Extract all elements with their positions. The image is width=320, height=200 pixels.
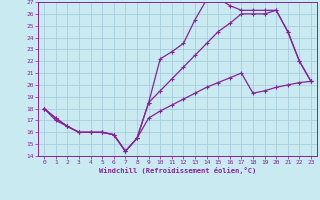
X-axis label: Windchill (Refroidissement éolien,°C): Windchill (Refroidissement éolien,°C)	[99, 167, 256, 174]
